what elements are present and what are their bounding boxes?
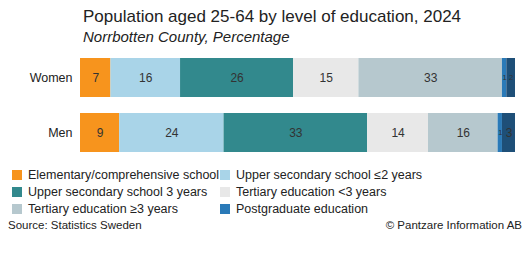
svg-text:24: 24 — [165, 126, 179, 140]
html-text:© Pantzare Information AB: © Pantzare Information AB — [385, 219, 522, 231]
html-text:Population aged 25-64 by level: Population aged 25-64 by level of educat… — [83, 7, 462, 26]
html-text:Upper secondary school 3 years: Upper secondary school 3 years — [28, 185, 208, 199]
svg-text:33: 33 — [424, 71, 438, 85]
html-text:Elementary/comprehensive schoo: Elementary/comprehensive school — [28, 168, 220, 183]
svg-text:Women: Women — [30, 71, 73, 85]
svg-text:9: 9 — [97, 126, 104, 140]
html-text:Upper secondary school ≤2 year: Upper secondary school ≤2 years — [236, 168, 423, 183]
svg-text:16: 16 — [139, 71, 153, 85]
svg-text:16: 16 — [457, 126, 471, 140]
svg-text:1: 1 — [498, 128, 502, 137]
svg-text:14: 14 — [391, 126, 405, 140]
svg-text:1: 1 — [503, 73, 507, 82]
html-text:Tertiary education <3 years: Tertiary education <3 years — [236, 185, 387, 199]
html-text:Norrbotten County, Percentage: Norrbotten County, Percentage — [83, 28, 290, 45]
svg-text:26: 26 — [230, 71, 244, 85]
svg-text:3: 3 — [506, 126, 513, 140]
html-text:Source: Statistics Sweden: Source: Statistics Sweden — [8, 219, 142, 231]
html-text:Tertiary education ≥3 years: Tertiary education ≥3 years — [28, 201, 178, 216]
svg-text:33: 33 — [289, 126, 303, 140]
svg-text:7: 7 — [92, 71, 99, 85]
svg-text:2: 2 — [509, 73, 513, 82]
svg-text:15: 15 — [320, 71, 334, 85]
svg-text:Men: Men — [48, 126, 72, 140]
html-text:Postgraduate education: Postgraduate education — [236, 201, 368, 216]
